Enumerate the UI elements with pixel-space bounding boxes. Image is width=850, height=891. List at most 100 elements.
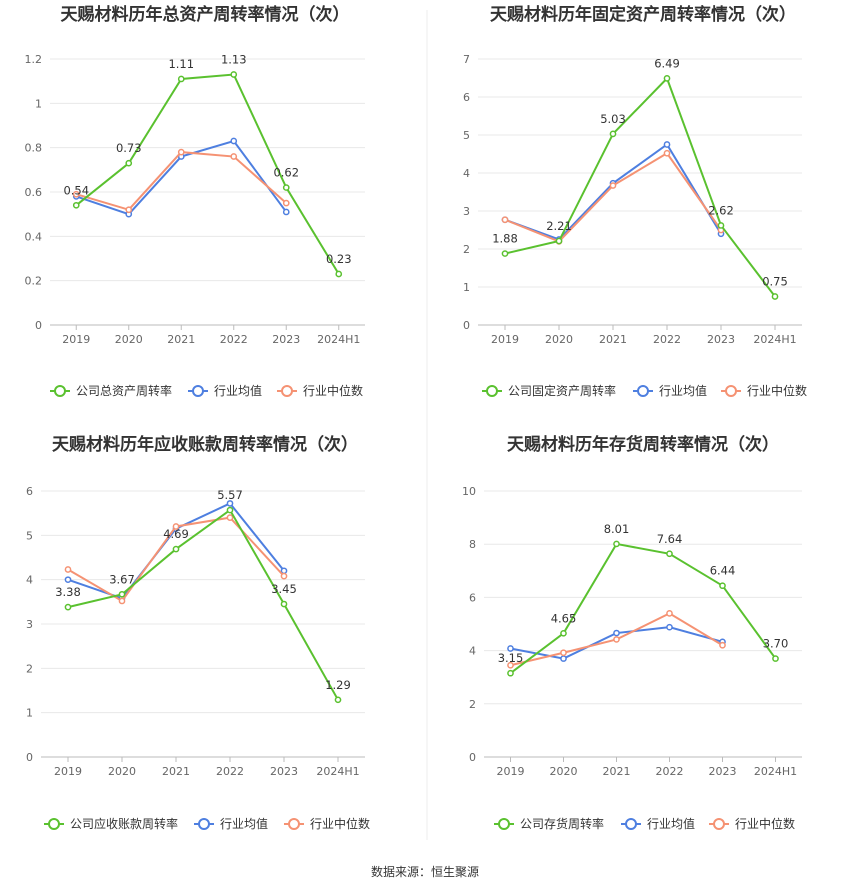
data-label: 1.13 [221,53,247,67]
legend-label: 行业均值 [220,816,268,831]
legend-item[interactable]: 行业中位数 [277,383,363,398]
data-point [118,597,126,605]
x-tick-label: 2021 [603,765,631,778]
y-tick-label: 1 [35,97,42,110]
data-label: 6.49 [654,56,680,70]
chart-title: 天赐材料历年固定资产周转率情况（次） [490,4,796,25]
legend-item[interactable]: 公司总资产周转率 [50,383,172,398]
data-point [501,250,509,257]
x-tick-label: 2020 [108,765,136,778]
series-line [504,76,776,298]
chart-panel-2: 天赐材料历年固定资产周转率情况（次） 0 1 2 3 4 5 6 7 2019 2020 2021 20… [463,4,807,398]
legend-marker-icon [625,818,637,830]
legend-marker-icon [637,385,649,397]
data-label: 0.62 [273,166,299,180]
x-tick-label: 2019 [54,765,82,778]
data-point [501,216,509,224]
y-tick-label: 0.4 [25,230,43,243]
legend-marker-icon [281,385,293,397]
x-tick-label: 2024H1 [753,333,796,346]
data-point [717,222,725,229]
x-tick-label: 2023 [707,333,735,346]
data-point [613,629,620,637]
chart-panel-4: 天赐材料历年存货周转率情况（次） 0 2 4 6 8 10 2019 2020 2021 2022 2… [462,434,802,831]
series-line [504,151,722,243]
y-tick-label: 7 [463,53,470,66]
legend-label: 行业均值 [647,816,695,831]
legend-item[interactable]: 行业均值 [194,816,268,831]
legend-item[interactable]: 行业中位数 [709,816,795,831]
data-label: 1.29 [325,678,351,692]
chart-title: 天赐材料历年总资产周转率情况（次） [61,4,350,25]
data-label: 4.69 [163,527,189,541]
legend-item[interactable]: 行业中位数 [284,816,370,831]
legend-label: 公司存货周转率 [520,816,604,831]
legend-marker-icon [198,818,210,830]
data-point [64,576,72,584]
x-tick-label: 2023 [270,765,298,778]
x-tick-label: 2023 [709,765,737,778]
data-point [613,540,620,548]
data-point [609,130,617,138]
data-point [177,75,185,83]
legend-label: 行业中位数 [735,816,795,831]
data-label: 7.64 [657,532,683,546]
x-tick-label: 2019 [62,333,90,346]
legend-label: 行业中位数 [303,383,363,398]
series-line [67,508,339,701]
data-point [609,182,617,189]
legend-item[interactable]: 行业均值 [188,383,262,398]
y-tick-label: 5 [26,529,33,542]
legend-item[interactable]: 公司固定资产周转率 [482,383,616,398]
legend-item[interactable]: 公司应收账款周转率 [44,816,178,831]
data-label: 3.15 [498,651,524,665]
y-tick-label: 3 [26,618,33,631]
data-point [72,201,80,209]
x-tick-label: 2021 [162,765,190,778]
x-tick-label: 2022 [653,333,681,346]
data-point [72,190,80,198]
data-label: 0.23 [326,252,352,266]
y-tick-label: 6 [469,591,476,604]
legend-label: 公司固定资产周转率 [508,383,616,398]
y-tick-label: 0 [35,319,42,332]
data-label: 6.44 [710,564,736,578]
y-tick-label: 1.2 [25,53,43,66]
y-tick-label: 0.2 [25,275,43,288]
legend-marker-icon [192,385,204,397]
legend-label: 行业中位数 [747,383,807,398]
legend-item[interactable]: 行业中位数 [721,383,807,398]
legend-marker-icon [486,385,498,397]
data-point [64,566,72,573]
data-point [177,148,185,156]
x-tick-label: 2020 [545,333,573,346]
legend-label: 行业中位数 [310,816,370,831]
data-label: 5.03 [600,112,626,126]
legend-marker-icon [498,818,510,830]
data-label: 3.67 [109,572,135,586]
data-label: 2.62 [708,203,734,217]
legend-marker-icon [725,385,737,397]
legend-item[interactable]: 行业均值 [621,816,695,831]
data-label: 8.01 [604,522,630,536]
data-point [666,623,673,631]
data-label: 0.73 [116,141,142,155]
legend-label: 行业均值 [659,383,707,398]
y-tick-label: 1 [463,281,470,294]
data-point [125,159,133,167]
legend-label: 公司总资产周转率 [76,383,172,398]
y-tick-label: 6 [463,91,470,104]
series-line [75,73,340,275]
legend-item[interactable]: 行业均值 [633,383,707,398]
legend-item[interactable]: 公司存货周转率 [494,816,604,831]
data-label: 4.65 [551,611,577,625]
data-point [560,629,567,637]
data-point [226,514,234,521]
data-point [555,237,563,245]
data-point [282,199,290,207]
y-tick-label: 2 [463,243,470,256]
data-point [663,149,671,157]
data-point [507,645,514,652]
data-point [280,572,288,580]
y-tick-label: 0 [26,751,33,764]
